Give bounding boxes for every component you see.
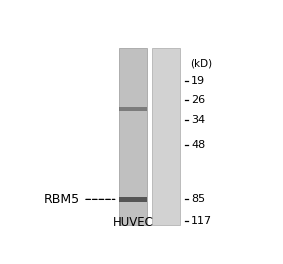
Text: 26: 26 [191,95,205,105]
Bar [119,48,147,225]
Text: RBM5: RBM5 [44,193,115,206]
Bar [119,107,147,111]
Text: 48: 48 [191,139,205,149]
Text: 19: 19 [191,77,205,87]
Text: 34: 34 [191,115,205,125]
Text: (kD): (kD) [190,58,212,68]
Bar [152,48,180,225]
Text: HUVEC: HUVEC [113,216,153,229]
Bar [119,197,147,202]
Text: 117: 117 [191,216,212,226]
Text: 85: 85 [191,194,205,204]
